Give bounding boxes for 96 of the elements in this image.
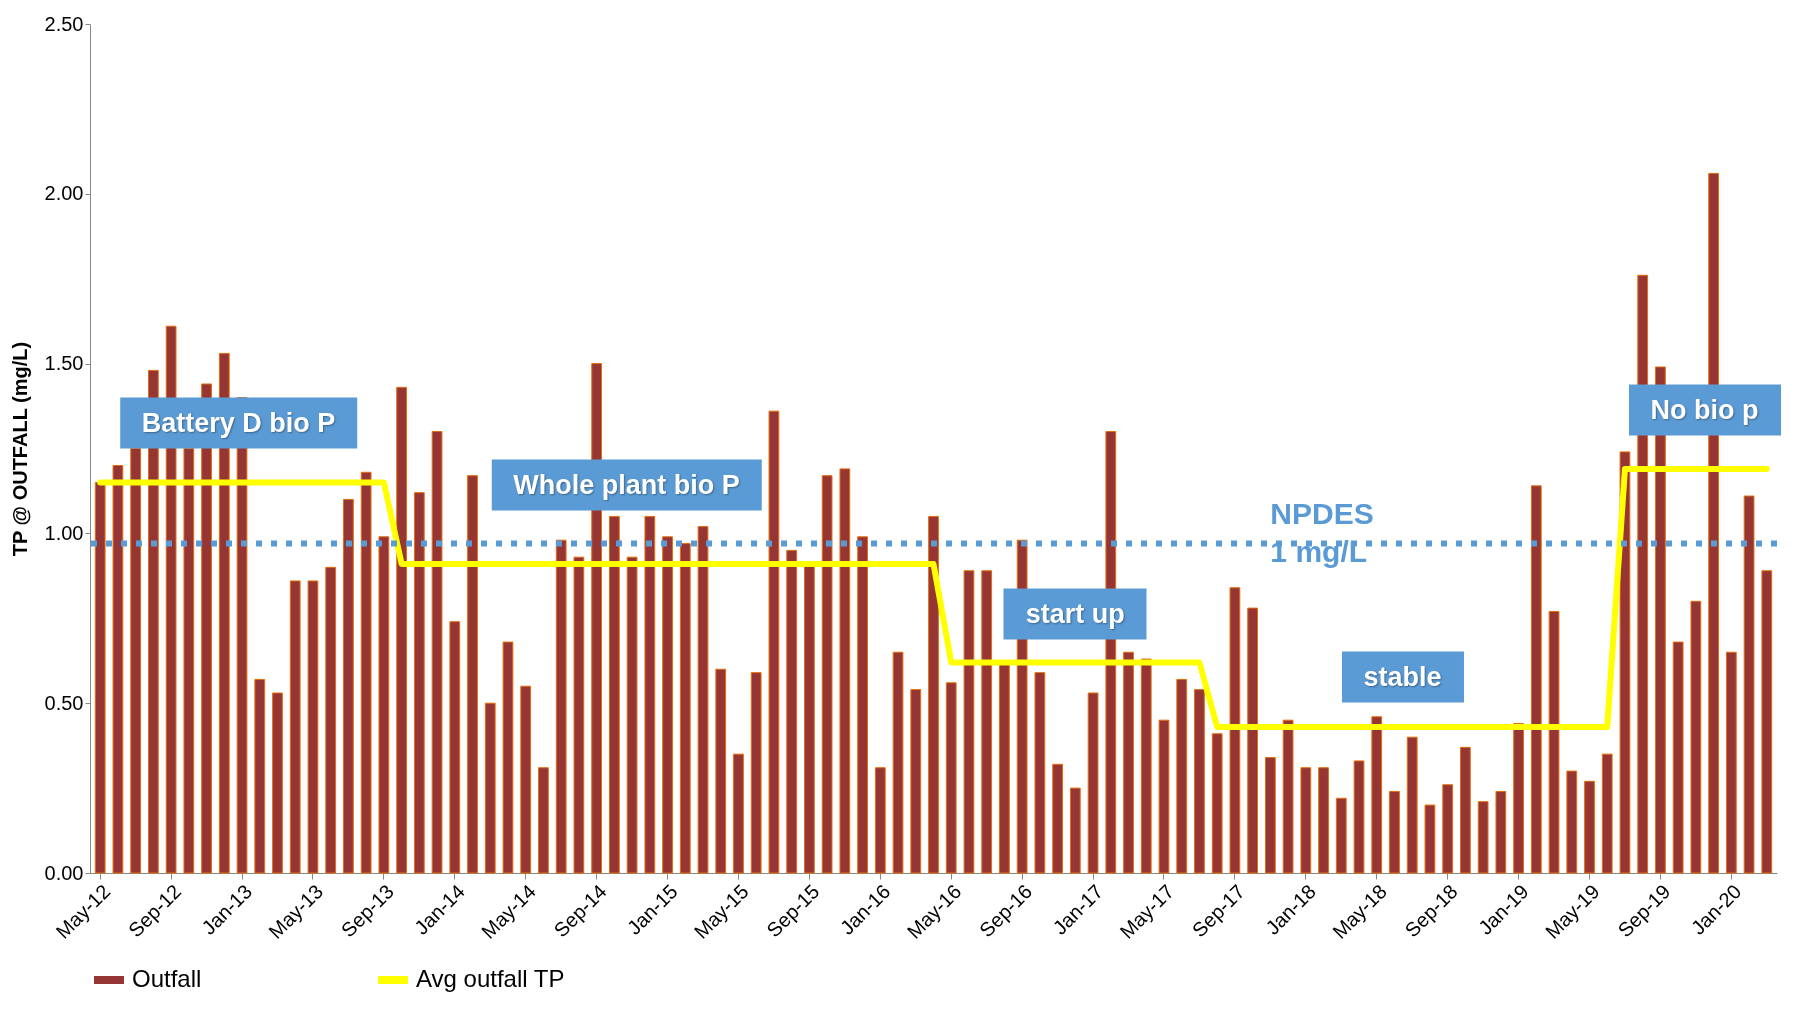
bar — [1460, 746, 1471, 874]
bar — [272, 692, 283, 874]
bar — [343, 498, 354, 874]
annotation: stable — [1341, 651, 1464, 703]
bar — [573, 556, 585, 874]
bar — [1087, 692, 1099, 874]
bar — [945, 682, 957, 874]
bar — [396, 386, 407, 874]
bar — [1389, 791, 1400, 874]
bar — [874, 767, 886, 874]
annotation: Battery D bio P — [119, 397, 358, 449]
bar — [1371, 716, 1383, 874]
bar — [768, 410, 780, 874]
bar — [1211, 733, 1223, 874]
bar — [1424, 804, 1436, 874]
bar — [1761, 570, 1773, 874]
bar — [750, 672, 762, 874]
bar — [1282, 719, 1294, 874]
bar — [1069, 787, 1081, 874]
bar — [378, 536, 390, 874]
bar — [94, 481, 106, 874]
bar — [1584, 780, 1595, 874]
bar — [1176, 678, 1188, 874]
bar — [1034, 672, 1046, 874]
bar — [981, 570, 993, 874]
bar — [910, 689, 922, 874]
bar — [697, 526, 709, 874]
bar — [520, 685, 532, 874]
bar — [1300, 767, 1312, 874]
bar — [644, 515, 656, 874]
y-tick-label: 2.50 — [44, 12, 84, 35]
y-axis-title: TP @ OUTFALL (mg/L) — [8, 341, 31, 557]
bar — [325, 566, 337, 874]
annotation: No bio p — [1628, 384, 1781, 436]
bar — [431, 431, 443, 874]
bar — [289, 580, 301, 874]
bar — [1229, 587, 1241, 874]
bar — [928, 515, 939, 874]
bar — [1672, 641, 1684, 874]
bar — [413, 492, 425, 874]
bar — [555, 539, 567, 874]
bar — [1264, 757, 1276, 874]
bar — [733, 753, 744, 874]
bar — [715, 668, 727, 874]
y-tick-label: 1.50 — [44, 352, 84, 375]
bar — [502, 641, 514, 874]
bar — [1353, 760, 1365, 874]
bar — [1477, 801, 1489, 874]
bar — [608, 515, 620, 874]
bar — [1548, 611, 1560, 874]
bar — [360, 471, 372, 874]
bar — [892, 651, 904, 874]
annotation: Whole plant bio P — [491, 459, 762, 511]
bar — [1247, 607, 1259, 874]
bar — [1158, 719, 1170, 874]
bar — [1743, 495, 1755, 874]
bar — [254, 678, 266, 874]
bar — [467, 475, 478, 874]
bar — [484, 702, 496, 874]
bar — [1123, 651, 1134, 874]
annotation: start up — [1003, 588, 1147, 640]
bar — [1406, 736, 1418, 874]
bar — [1335, 797, 1347, 874]
bar — [839, 468, 851, 874]
bar — [1601, 753, 1613, 874]
bar — [1530, 485, 1542, 874]
legend-label: Avg outfall TP — [416, 965, 565, 992]
bar — [307, 580, 319, 874]
y-tick-label: 1.00 — [44, 521, 84, 544]
bar — [1566, 770, 1578, 874]
bar — [857, 536, 868, 874]
bar — [1690, 600, 1702, 874]
bar — [1140, 658, 1152, 874]
bar — [1194, 689, 1205, 874]
bar — [1318, 767, 1329, 874]
y-tick-label: 0.00 — [44, 861, 84, 884]
y-tick-label: 0.50 — [44, 691, 84, 714]
bar — [662, 536, 673, 874]
bar — [130, 448, 142, 874]
bar — [449, 621, 461, 874]
bar — [1052, 763, 1063, 874]
bar — [183, 448, 195, 874]
bar — [963, 570, 975, 874]
bar — [626, 556, 638, 874]
bar — [1637, 274, 1649, 874]
bar — [821, 475, 833, 874]
bar — [1495, 791, 1507, 874]
y-tick-label: 2.00 — [44, 182, 84, 205]
bar — [1513, 723, 1524, 874]
bar — [786, 549, 798, 874]
bar — [1725, 651, 1737, 874]
bar — [538, 767, 549, 874]
legend-label: Outfall — [132, 965, 202, 992]
bar — [679, 543, 691, 874]
bar — [1442, 784, 1454, 874]
bar — [112, 464, 124, 874]
